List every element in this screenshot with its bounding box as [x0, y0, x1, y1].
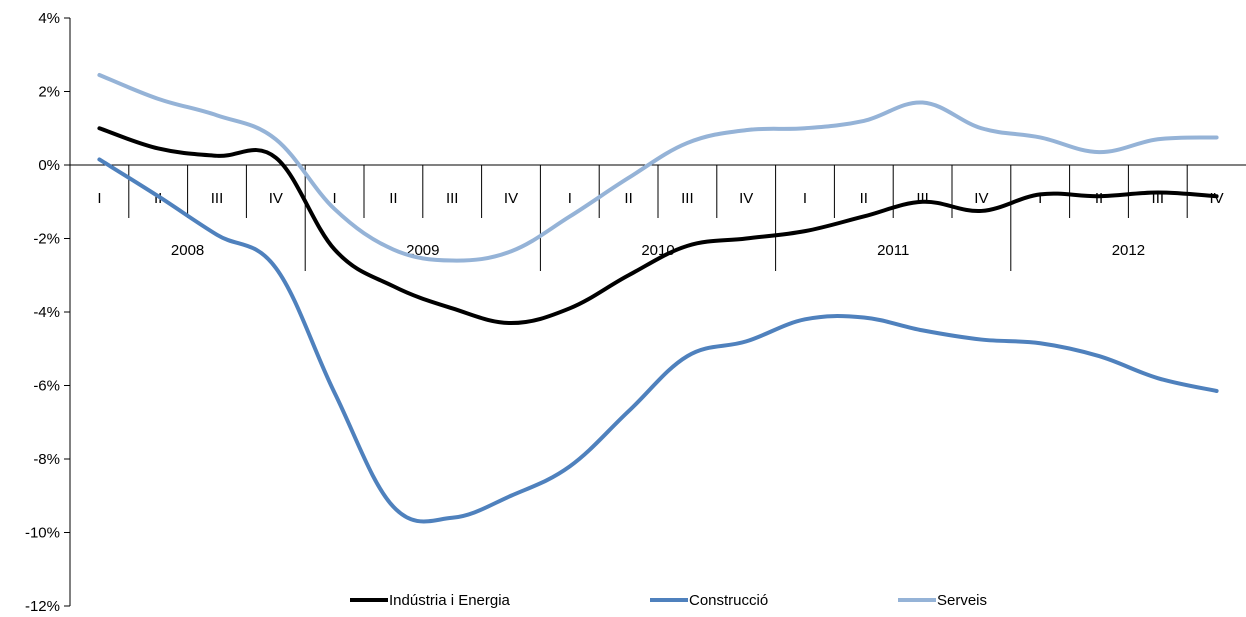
- x-category-label: IV: [1210, 190, 1224, 207]
- series-lines: [97, 72, 1219, 524]
- y-tick-label: 0%: [38, 157, 60, 174]
- x-category-label: III: [211, 190, 224, 207]
- x-category-label: IV: [739, 190, 753, 207]
- x-category-label: I: [97, 190, 101, 207]
- legend-label-serveis: Serveis: [937, 592, 987, 609]
- legend: Indústria i Energia Construcció Serveis: [350, 592, 987, 609]
- x-category-label: IV: [974, 190, 988, 207]
- x-category-label: I: [1038, 190, 1042, 207]
- x-year-label: 2010: [641, 242, 674, 259]
- x-year-label: 2011: [877, 242, 909, 259]
- legend-label-construccio: Construcció: [689, 592, 768, 609]
- y-tick-label: 4%: [38, 10, 60, 27]
- x-year-label: 2008: [171, 242, 204, 259]
- x-category-label: IV: [504, 190, 518, 207]
- x-category-label: III: [681, 190, 694, 207]
- series-line-industria-i-energia: [97, 126, 1219, 326]
- series-line-serveis: [97, 72, 1219, 263]
- y-tick-label: -4%: [33, 304, 60, 321]
- x-category-label: II: [624, 190, 632, 207]
- y-tick-label: -6%: [33, 378, 60, 395]
- x-category-label: II: [860, 190, 868, 207]
- y-tick-label: -10%: [25, 525, 60, 542]
- x-axis: I II III IV I II III IV I II III IV I II III IV I II III IV…: [69, 164, 1246, 271]
- y-tick-label: 2%: [38, 84, 60, 101]
- x-category-label: I: [803, 190, 807, 207]
- x-category-label: III: [446, 190, 459, 207]
- x-category-label: II: [389, 190, 397, 207]
- x-category-label: I: [333, 190, 337, 207]
- x-category-label: III: [916, 190, 929, 207]
- x-year-label: 2012: [1112, 242, 1145, 259]
- y-tick-label: -8%: [33, 451, 60, 468]
- y-axis: 4% 2% 0% -2% -4% -6% -8% -10% -12%: [25, 10, 71, 615]
- x-category-label: II: [1095, 190, 1103, 207]
- legend-label-industria-i-energia: Indústria i Energia: [389, 592, 511, 609]
- x-category-label: IV: [269, 190, 283, 207]
- y-tick-label: -2%: [33, 231, 60, 248]
- series-line-construccio: [97, 157, 1219, 524]
- x-category-label: I: [568, 190, 572, 207]
- y-tick-label: -12%: [25, 598, 60, 615]
